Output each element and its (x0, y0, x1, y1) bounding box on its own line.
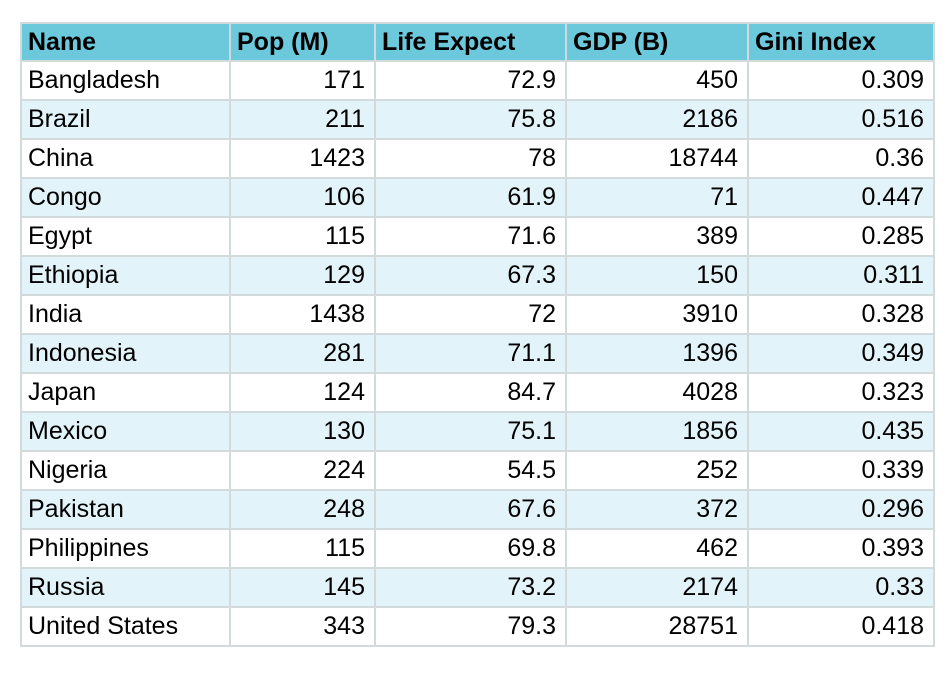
table-row-nigeria: Nigeria 224 54.5 252 0.339 (20, 450, 935, 491)
table-row-pakistan: Pakistan 248 67.6 372 0.296 (20, 489, 935, 530)
country-name-cell: Congo (20, 177, 231, 218)
gini-cell: 0.516 (747, 99, 935, 140)
gdp-cell: 1856 (565, 411, 749, 452)
life-expect-cell: 71.6 (374, 216, 567, 257)
table-row-china: China 1423 78 18744 0.36 (20, 138, 935, 179)
table-row-congo: Congo 106 61.9 71 0.447 (20, 177, 935, 218)
gini-cell: 0.349 (747, 333, 935, 374)
pop-cell: 224 (229, 450, 376, 491)
table-row-russia: Russia 145 73.2 2174 0.33 (20, 567, 935, 608)
gini-cell: 0.285 (747, 216, 935, 257)
gini-cell: 0.323 (747, 372, 935, 413)
life-expect-cell: 61.9 (374, 177, 567, 218)
country-name-cell: Bangladesh (20, 60, 231, 101)
pop-cell: 115 (229, 216, 376, 257)
life-expect-cell: 84.7 (374, 372, 567, 413)
country-name-cell: Ethiopia (20, 255, 231, 296)
life-expect-cell: 67.6 (374, 489, 567, 530)
gini-cell: 0.296 (747, 489, 935, 530)
country-stats-table: Name Pop (M) Life Expect GDP (B) Gini Index … (20, 22, 935, 647)
gdp-cell: 2174 (565, 567, 749, 608)
pop-cell: 106 (229, 177, 376, 218)
gdp-cell: 372 (565, 489, 749, 530)
country-name-cell: Indonesia (20, 333, 231, 374)
life-expect-cell: 72 (374, 294, 567, 335)
life-expect-cell: 79.3 (374, 606, 567, 647)
gini-cell: 0.435 (747, 411, 935, 452)
country-name-cell: India (20, 294, 231, 335)
table-body: Bangladesh 171 72.9 450 0.309 Brazil 211 75.8 21… (20, 60, 935, 647)
table-header-row: Name Pop (M) Life Expect GDP (B) Gini Index (20, 22, 935, 62)
gdp-cell: 18744 (565, 138, 749, 179)
gini-cell: 0.393 (747, 528, 935, 569)
life-expect-cell: 69.8 (374, 528, 567, 569)
country-name-cell: Egypt (20, 216, 231, 257)
pop-cell: 124 (229, 372, 376, 413)
country-name-cell: Pakistan (20, 489, 231, 530)
country-name-cell: Japan (20, 372, 231, 413)
country-name-cell: Philippines (20, 528, 231, 569)
life-expect-cell: 72.9 (374, 60, 567, 101)
pop-cell: 211 (229, 99, 376, 140)
pop-cell: 1438 (229, 294, 376, 335)
gdp-cell: 150 (565, 255, 749, 296)
country-name-cell: United States (20, 606, 231, 647)
gini-cell: 0.309 (747, 60, 935, 101)
country-name-cell: Mexico (20, 411, 231, 452)
life-expect-cell: 71.1 (374, 333, 567, 374)
gini-cell: 0.328 (747, 294, 935, 335)
table-row-brazil: Brazil 211 75.8 2186 0.516 (20, 99, 935, 140)
pop-cell: 171 (229, 60, 376, 101)
table-row-indonesia: Indonesia 281 71.1 1396 0.349 (20, 333, 935, 374)
life-expect-cell: 75.1 (374, 411, 567, 452)
table-row-japan: Japan 124 84.7 4028 0.323 (20, 372, 935, 413)
table-row-egypt: Egypt 115 71.6 389 0.285 (20, 216, 935, 257)
column-header-gdp-b: GDP (B) (565, 22, 749, 62)
life-expect-cell: 75.8 (374, 99, 567, 140)
pop-cell: 1423 (229, 138, 376, 179)
pop-cell: 281 (229, 333, 376, 374)
country-name-cell: Brazil (20, 99, 231, 140)
pop-cell: 145 (229, 567, 376, 608)
life-expect-cell: 78 (374, 138, 567, 179)
gini-cell: 0.447 (747, 177, 935, 218)
gini-cell: 0.339 (747, 450, 935, 491)
gdp-cell: 3910 (565, 294, 749, 335)
life-expect-cell: 73.2 (374, 567, 567, 608)
column-header-pop-m: Pop (M) (229, 22, 376, 62)
gdp-cell: 4028 (565, 372, 749, 413)
gini-cell: 0.33 (747, 567, 935, 608)
gdp-cell: 2186 (565, 99, 749, 140)
table-row-bangladesh: Bangladesh 171 72.9 450 0.309 (20, 60, 935, 101)
life-expect-cell: 54.5 (374, 450, 567, 491)
gdp-cell: 462 (565, 528, 749, 569)
pop-cell: 343 (229, 606, 376, 647)
pop-cell: 115 (229, 528, 376, 569)
country-name-cell: China (20, 138, 231, 179)
gdp-cell: 1396 (565, 333, 749, 374)
pop-cell: 129 (229, 255, 376, 296)
pop-cell: 248 (229, 489, 376, 530)
table-row-united-states: United States 343 79.3 28751 0.418 (20, 606, 935, 647)
column-header-gini-index: Gini Index (747, 22, 935, 62)
gini-cell: 0.418 (747, 606, 935, 647)
pop-cell: 130 (229, 411, 376, 452)
gini-cell: 0.36 (747, 138, 935, 179)
gini-cell: 0.311 (747, 255, 935, 296)
country-stats-table-container: Name Pop (M) Life Expect GDP (B) Gini Index … (20, 22, 935, 647)
column-header-life-expect: Life Expect (374, 22, 567, 62)
life-expect-cell: 67.3 (374, 255, 567, 296)
table-row-ethiopia: Ethiopia 129 67.3 150 0.311 (20, 255, 935, 296)
gdp-cell: 389 (565, 216, 749, 257)
column-header-name: Name (20, 22, 231, 62)
table-row-mexico: Mexico 130 75.1 1856 0.435 (20, 411, 935, 452)
table-row-philippines: Philippines 115 69.8 462 0.393 (20, 528, 935, 569)
country-name-cell: Russia (20, 567, 231, 608)
table-row-india: India 1438 72 3910 0.328 (20, 294, 935, 335)
country-name-cell: Nigeria (20, 450, 231, 491)
gdp-cell: 252 (565, 450, 749, 491)
gdp-cell: 28751 (565, 606, 749, 647)
gdp-cell: 71 (565, 177, 749, 218)
gdp-cell: 450 (565, 60, 749, 101)
